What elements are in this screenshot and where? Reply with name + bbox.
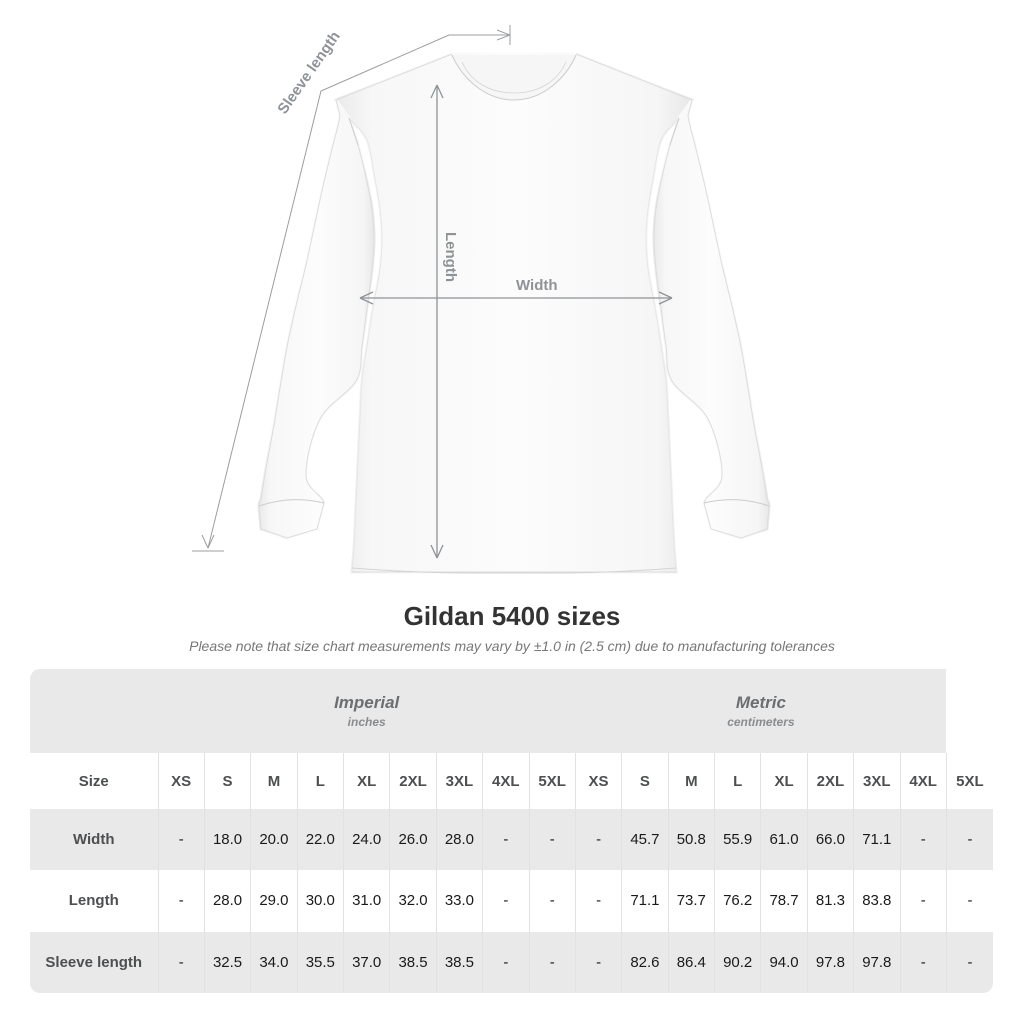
svg-text:Width: Width <box>516 277 558 294</box>
svg-text:Sleeve length: Sleeve length <box>274 28 343 117</box>
svg-text:Length: Length <box>442 232 459 282</box>
